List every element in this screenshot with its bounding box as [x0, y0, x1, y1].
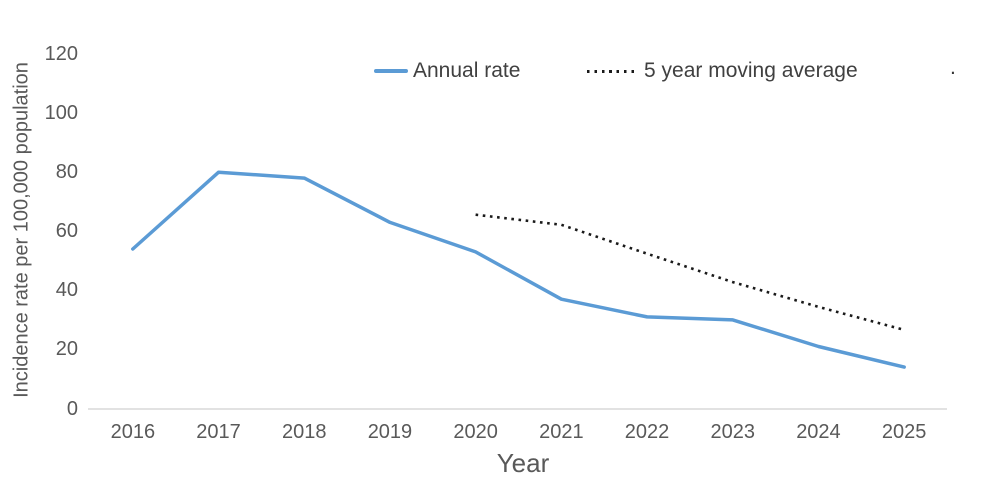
y-tick-label: 0 [66, 398, 78, 420]
legend-trailing-period: . [950, 56, 956, 79]
y-tick-label: 100 [44, 102, 78, 124]
legend-item-moving-average: 5 year moving average [587, 58, 858, 84]
x-tick-label: 2021 [539, 421, 584, 443]
moving-average-dotted-line [475, 213, 905, 332]
x-tick-label: 2017 [196, 421, 241, 443]
annual-rate-line [131, 170, 906, 369]
y-tick-label: 60 [55, 220, 78, 242]
legend-label-moving-average: 5 year moving average [644, 59, 858, 82]
x-tick-label: 2019 [367, 421, 413, 443]
x-axis-title: Year [496, 448, 550, 478]
y-tick-label: 120 [44, 43, 78, 65]
y-tick-label: 40 [55, 279, 78, 301]
y-axis-title: Incidence rate per 100,000 population [10, 62, 33, 398]
x-tick-label: 2025 [881, 421, 927, 443]
y-tick-label: 20 [55, 338, 78, 360]
x-tick-label: 2024 [796, 421, 841, 443]
legend-dotted-line-swatch [587, 69, 636, 73]
x-tick-label: 2023 [710, 421, 755, 443]
y-tick-label: 80 [55, 161, 78, 183]
legend-solid-line-swatch [374, 69, 408, 73]
x-tick-label: 2022 [624, 421, 670, 443]
legend-item-annual-rate: Annual rate [374, 58, 520, 84]
x-tick-label: 2018 [281, 421, 327, 443]
legend-label-annual-rate: Annual rate [413, 59, 521, 82]
x-tick-label: 2016 [110, 421, 156, 443]
x-tick-label: 2020 [453, 421, 498, 443]
